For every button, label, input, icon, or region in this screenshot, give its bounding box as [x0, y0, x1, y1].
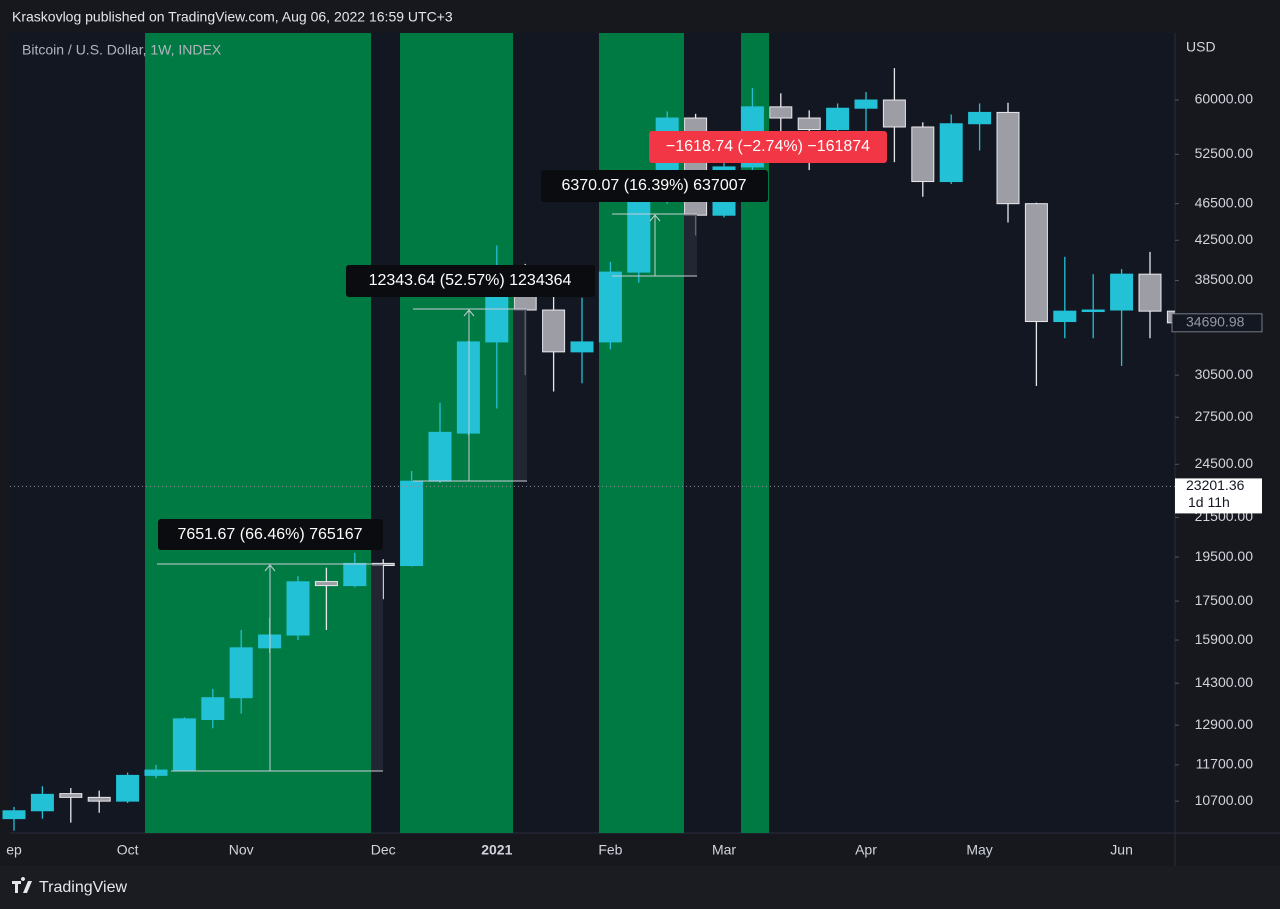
candle-body	[59, 793, 83, 798]
candle-body	[343, 562, 367, 587]
y-tick-label: 52500.00	[1195, 145, 1254, 161]
y-tick-label: 14300.00	[1195, 674, 1254, 690]
candle-body	[1110, 273, 1134, 311]
highlights	[145, 33, 769, 833]
annotation: 12343.64 (52.57%) 1234364	[369, 272, 572, 289]
candle-body	[229, 647, 253, 699]
x-tick-label: 2021	[481, 842, 512, 858]
currency: USD	[1186, 39, 1216, 55]
candle-body	[1081, 309, 1105, 313]
annotation-box	[541, 170, 768, 202]
candle-body	[2, 810, 26, 820]
y-tick-label: 17500.00	[1195, 592, 1254, 608]
footer	[0, 866, 1280, 909]
y-tick-label: 12900.00	[1195, 716, 1254, 732]
x-tick-label: May	[966, 842, 992, 858]
y-tick-label: 27500.00	[1195, 408, 1254, 424]
current-price-box	[1175, 478, 1262, 514]
candle-body	[30, 793, 54, 812]
candle-body	[116, 774, 140, 802]
y-tick-label: 30500.00	[1195, 366, 1254, 382]
candle-body	[1053, 310, 1077, 323]
candle-body	[797, 117, 821, 131]
candle-body	[400, 480, 424, 567]
measure-shade	[371, 564, 383, 771]
y-tick-label: 46500.00	[1195, 194, 1254, 210]
candle-body	[996, 111, 1020, 205]
brand-logo	[12, 877, 32, 893]
y-tick-label: 42500.00	[1195, 231, 1254, 247]
x-tick-label: Nov	[229, 842, 254, 858]
candle-body	[542, 309, 566, 353]
measure-arrow-head	[649, 214, 661, 222]
countdown-label: 1d 11h	[1188, 494, 1230, 510]
x-tick-label: Jun	[1110, 842, 1133, 858]
candle-body	[769, 106, 793, 119]
measure-shade	[684, 214, 697, 276]
y-tick-label: 24500.00	[1195, 455, 1254, 471]
candle-body	[428, 431, 452, 482]
x-tick-label: Feb	[598, 842, 622, 858]
candle-body	[314, 581, 338, 587]
brand: TradingView	[39, 879, 127, 896]
annotation: −1618.74 (−2.74%) −161874	[666, 138, 870, 155]
measure-arrow-head	[463, 309, 475, 317]
candle-body	[570, 341, 594, 353]
last-close-label: 34690.98	[1186, 314, 1245, 330]
grid	[1175, 99, 1179, 802]
annotation-box	[649, 131, 887, 163]
highlight-range	[400, 33, 513, 833]
axes: 60000.00 52500.00 46500.00 42500.00 38500.00…	[6, 91, 1263, 858]
candle-body	[87, 796, 111, 802]
x-tick-label: Apr	[855, 842, 877, 858]
candle-body	[826, 107, 850, 131]
measure-shade	[513, 309, 527, 481]
candle-body	[172, 718, 196, 771]
candle-body	[144, 769, 168, 776]
x-tick-label: Oct	[117, 842, 139, 858]
candle-body	[286, 581, 310, 636]
logo-mark	[12, 877, 32, 893]
candle-body	[456, 341, 480, 434]
y-tick-label: 19500.00	[1195, 548, 1254, 564]
candle-body	[1024, 203, 1048, 323]
current-price-label: 23201.36	[1186, 477, 1245, 493]
candle-body	[911, 126, 935, 183]
measure-tools	[157, 213, 697, 772]
y-tick-label: 60000.00	[1195, 91, 1254, 107]
x-tick-label: ep	[6, 842, 22, 858]
last-close-box	[1171, 313, 1263, 333]
x-tick-label: Mar	[712, 842, 736, 858]
annotation-box	[158, 519, 383, 550]
candle-body	[201, 697, 225, 720]
candle-body	[1138, 273, 1162, 312]
candle-body	[485, 291, 509, 343]
y-tick-label: 10700.00	[1195, 792, 1254, 808]
y-tick-label: 15900.00	[1195, 631, 1254, 647]
annotation: 7651.67 (66.46%) 765167	[177, 526, 362, 543]
candle-body	[882, 99, 906, 128]
chart-title: Bitcoin / U.S. Dollar, 1W, INDEX	[22, 42, 222, 58]
candle-body	[854, 99, 878, 109]
y-tick-label: 11700.00	[1196, 756, 1254, 772]
candle-body	[598, 271, 622, 343]
candle-body	[939, 123, 963, 183]
annotation: 6370.07 (16.39%) 637007	[561, 177, 746, 194]
x-tick-label: Dec	[371, 842, 396, 858]
candle-body	[627, 199, 651, 273]
measure-arrow-head	[264, 564, 276, 572]
highlight-range	[145, 33, 371, 833]
candle-body	[1166, 310, 1175, 324]
publisher-header: Kraskovlog published on TradingView.com,…	[12, 9, 453, 25]
annotation-box	[346, 265, 595, 297]
candle-body	[968, 111, 992, 125]
y-tick-label: 38500.00	[1195, 271, 1254, 287]
